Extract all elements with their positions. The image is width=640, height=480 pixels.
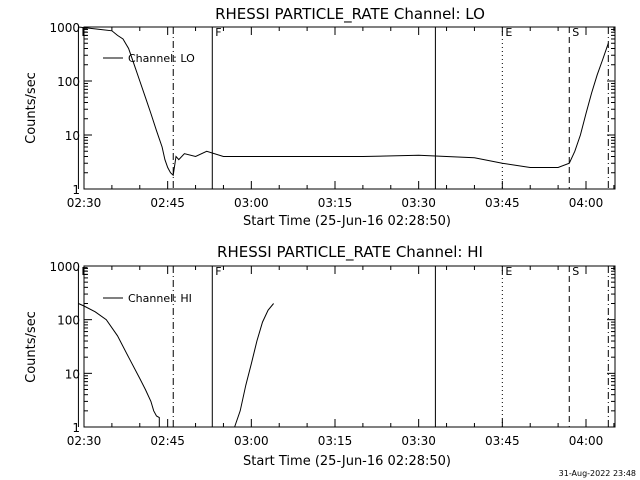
x-tick-label: 02:45 [150, 434, 185, 448]
y-tick-label: 1 [72, 183, 80, 197]
y-tick-label: 100 [57, 75, 80, 89]
y-tick-label: 1000 [49, 260, 80, 274]
series-line-hi [78, 303, 160, 427]
panel-lo-xlabel: Start Time (25-Jun-16 02:28:50) [243, 214, 451, 229]
event-marker-label: F [215, 26, 221, 39]
x-tick-label: 04:00 [569, 434, 604, 448]
panel-hi-series [78, 303, 274, 428]
y-tick-label: 1000 [49, 21, 80, 35]
panel-lo-legend: Channel: LO [103, 52, 195, 65]
y-tick-label: 10 [65, 367, 80, 381]
event-marker-label: E [505, 265, 512, 278]
event-marker-label: F [215, 265, 221, 278]
panel-lo-series [78, 26, 609, 177]
x-tick-label: 03:00 [234, 196, 269, 210]
event-marker-label: E [81, 265, 88, 278]
panel-hi: RHESSI PARTICLE_RATE Channel: HI 1101001… [24, 243, 616, 469]
panel-lo-frame [83, 26, 616, 190]
panel-lo-legend-label: Channel: LO [128, 52, 195, 65]
panel-lo-xticks: 02:30 02:45 03:00 03:15 03:30 03:45 04:00 [67, 27, 615, 210]
x-tick-label: 03:00 [234, 434, 269, 448]
y-tick-label: 10 [65, 129, 80, 143]
panel-hi-legend-label: Channel: HI [128, 292, 192, 305]
x-tick-label: 03:30 [401, 196, 436, 210]
x-tick-label: 02:30 [67, 196, 102, 210]
series-line-hi [234, 303, 274, 428]
panel-hi-yticks: 1 10 100 1000 [49, 260, 615, 435]
x-tick-label: 03:30 [401, 434, 436, 448]
panel-lo-yticks: 1 10 100 1000 [49, 21, 615, 197]
y-tick-label: 100 [57, 314, 80, 328]
x-tick-label: 02:30 [67, 434, 102, 448]
panel-lo: RHESSI PARTICLE_RATE Channel: LO 1101001… [24, 5, 616, 229]
panel-lo-ylabel: Counts/sec [24, 72, 39, 144]
event-marker-label: S [572, 265, 579, 278]
panel-lo-title: RHESSI PARTICLE_RATE Channel: LO [215, 5, 485, 24]
x-tick-label: 03:15 [318, 196, 353, 210]
x-tick-label: 03:15 [318, 434, 353, 448]
panel-hi-title: RHESSI PARTICLE_RATE Channel: HI [217, 243, 483, 262]
panel-hi-frame [83, 265, 616, 428]
x-tick-label: 03:45 [485, 196, 520, 210]
x-tick-label: 02:45 [150, 196, 185, 210]
y-tick-label: 1 [72, 421, 80, 435]
panel-hi-ylabel: Counts/sec [24, 311, 39, 383]
event-marker-label: S [572, 26, 579, 39]
footer-timestamp: 31-Aug-2022 23:48 [559, 469, 636, 478]
series-line-lo [78, 26, 609, 177]
panel-hi-legend: Channel: HI [103, 292, 192, 305]
x-tick-label: 03:45 [485, 434, 520, 448]
event-marker-label: E [505, 26, 512, 39]
x-tick-label: 04:00 [569, 196, 604, 210]
panel-hi-xticks: 02:30 02:45 03:00 03:15 03:30 03:45 04:00 [67, 266, 615, 448]
panel-hi-xlabel: Start Time (25-Jun-16 02:28:50) [243, 454, 451, 469]
event-marker-label: E [81, 26, 88, 39]
